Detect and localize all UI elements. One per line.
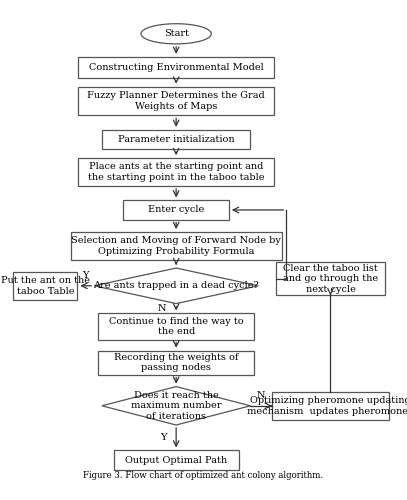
Text: Parameter initialization: Parameter initialization [118,135,234,144]
FancyBboxPatch shape [79,57,274,78]
Text: Recording the weights of
passing nodes: Recording the weights of passing nodes [114,353,239,372]
FancyBboxPatch shape [79,86,274,116]
Text: N: N [256,391,265,400]
Text: Figure 3. Flow chart of optimized ant colony algorithm.: Figure 3. Flow chart of optimized ant co… [83,471,324,480]
Text: Clear the taboo list
and go through the
next cycle: Clear the taboo list and go through the … [283,264,378,294]
Text: Are ants trapped in a dead cycle?: Are ants trapped in a dead cycle? [93,282,259,290]
FancyBboxPatch shape [102,130,250,149]
Text: Enter cycle: Enter cycle [148,206,204,214]
FancyBboxPatch shape [114,450,239,469]
FancyBboxPatch shape [13,272,77,299]
Text: Put the ant on the
taboo Table: Put the ant on the taboo Table [1,276,90,295]
FancyBboxPatch shape [98,314,254,340]
Text: Y: Y [160,433,166,442]
Text: Continue to find the way to
the end: Continue to find the way to the end [109,317,243,336]
FancyBboxPatch shape [123,200,229,220]
Text: Output Optimal Path: Output Optimal Path [125,456,227,464]
FancyBboxPatch shape [276,262,385,296]
Text: N: N [158,304,166,313]
Polygon shape [102,386,250,425]
Text: Selection and Moving of Forward Node by
Optimizing Probability Formula: Selection and Moving of Forward Node by … [71,236,281,256]
Text: Place ants at the starting point and
the starting point in the taboo table: Place ants at the starting point and the… [88,162,265,182]
FancyBboxPatch shape [79,158,274,186]
Text: Fuzzy Planner Determines the Grad
Weights of Maps: Fuzzy Planner Determines the Grad Weight… [87,92,265,110]
FancyBboxPatch shape [71,232,282,260]
Text: Constructing Environmental Model: Constructing Environmental Model [89,63,263,72]
Text: Y: Y [83,271,89,280]
Text: Does it reach the
maximum number
of iterations: Does it reach the maximum number of iter… [131,391,221,420]
FancyBboxPatch shape [272,392,389,419]
FancyBboxPatch shape [98,350,254,374]
Text: Start: Start [164,30,189,38]
Text: Optimizing pheromone updating
mechanism  updates pheromones: Optimizing pheromone updating mechanism … [247,396,407,415]
Polygon shape [94,268,258,304]
